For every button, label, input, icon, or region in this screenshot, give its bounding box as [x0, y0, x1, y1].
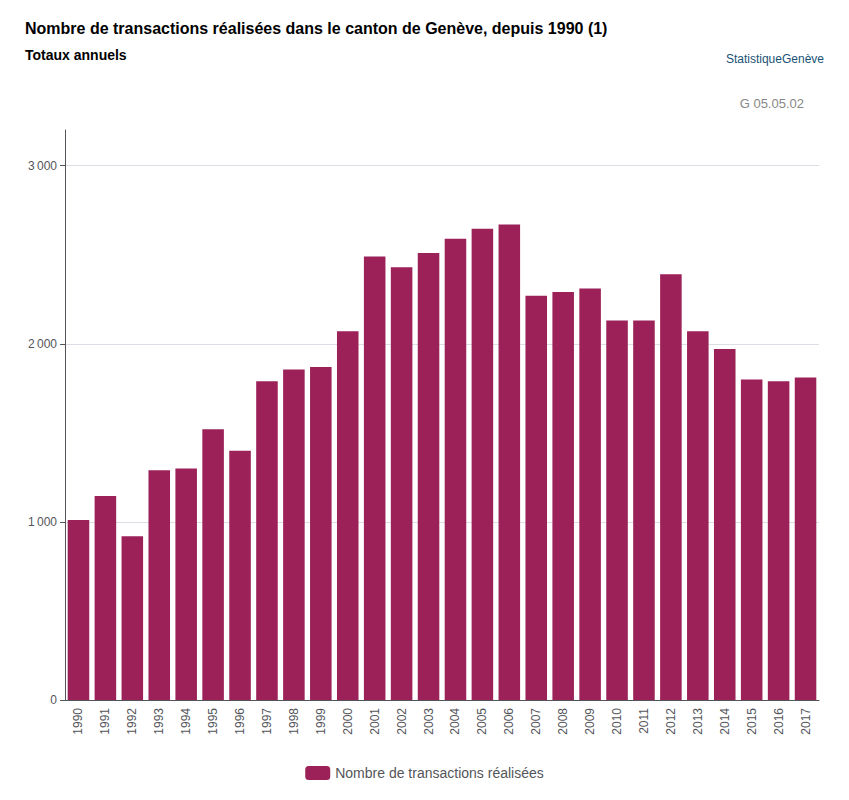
svg-text:2015: 2015 [745, 708, 759, 735]
svg-text:1991: 1991 [98, 708, 112, 735]
svg-text:2009: 2009 [583, 708, 597, 735]
svg-text:1990: 1990 [71, 708, 85, 735]
svg-text:1997: 1997 [260, 708, 274, 735]
svg-text:1998: 1998 [287, 708, 301, 735]
svg-text:2010: 2010 [610, 708, 624, 735]
svg-text:2002: 2002 [395, 708, 409, 735]
svg-text:2 000: 2 000 [28, 337, 57, 351]
svg-text:2016: 2016 [772, 708, 786, 735]
svg-text:1995: 1995 [206, 708, 220, 735]
svg-text:2004: 2004 [448, 708, 462, 735]
svg-text:1996: 1996 [233, 708, 247, 735]
svg-text:0: 0 [50, 693, 57, 707]
svg-text:Totaux annuels: Totaux annuels [25, 47, 127, 63]
svg-text:1994: 1994 [179, 708, 193, 735]
svg-text:1993: 1993 [152, 708, 166, 735]
svg-text:2003: 2003 [422, 708, 436, 735]
svg-text:1999: 1999 [314, 708, 328, 735]
svg-text:2006: 2006 [502, 708, 516, 735]
svg-text:2008: 2008 [556, 708, 570, 735]
svg-text:2011: 2011 [637, 708, 651, 734]
svg-text:1 000: 1 000 [28, 515, 57, 529]
svg-text:Nombre de transactions réalisé: Nombre de transactions réalisées dans le… [25, 20, 607, 37]
svg-text:Nombre de transactions réalisé: Nombre de transactions réalisées [335, 765, 544, 781]
svg-text:2001: 2001 [368, 708, 382, 735]
svg-text:2000: 2000 [341, 708, 355, 735]
svg-text:3 000: 3 000 [28, 159, 57, 173]
svg-text:2014: 2014 [718, 708, 732, 735]
svg-text:1992: 1992 [125, 708, 139, 735]
svg-text:2013: 2013 [691, 708, 705, 735]
svg-text:2017: 2017 [799, 708, 813, 735]
svg-text:2005: 2005 [475, 708, 489, 735]
svg-text:G 05.05.02: G 05.05.02 [740, 96, 804, 111]
svg-text:StatistiqueGenève: StatistiqueGenève [726, 52, 824, 66]
svg-text:2007: 2007 [529, 708, 543, 735]
svg-text:2012: 2012 [664, 708, 678, 735]
